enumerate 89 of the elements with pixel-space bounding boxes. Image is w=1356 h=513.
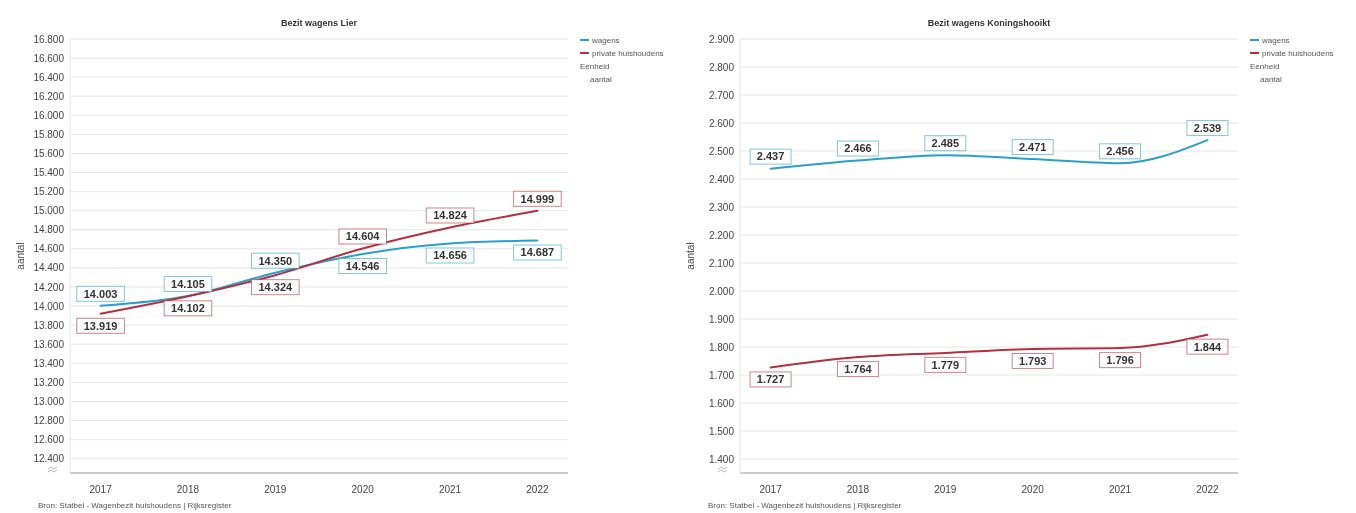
y-tick-label: 2.800 [708,61,735,73]
y-tick-label: 2.200 [708,229,735,241]
x-tick-label: 2020 [1021,484,1045,495]
y-tick-label: 16.200 [33,90,65,102]
data-label: 14.999 [520,192,555,205]
data-label: 1.779 [931,358,960,371]
data-label: 2.539 [1193,121,1222,134]
y-tick-label: 15.400 [33,167,65,179]
legend-label: wagens [1261,35,1290,45]
legend-label: private huishoudens [1262,48,1334,58]
text: Bron: Statbel - Wagenbezit huishoudens | Rijksregister [708,501,902,510]
y-tick-label: 14.600 [33,243,65,255]
data-label: 14.105 [171,277,205,290]
text: aantal [1260,74,1283,84]
data-label: 2.466 [844,142,872,155]
data-label: 14.656 [433,249,467,262]
y-tick-label: 2.400 [708,173,735,185]
x-tick-label: 2021 [1108,484,1132,495]
data-label: 1.764 [844,362,873,375]
y-tick-label: 1.500 [708,425,735,437]
y-tick-label: 2.900 [708,33,735,45]
data-label: 1.727 [756,373,785,386]
y-tick-label: 1.600 [708,397,735,409]
data-label: 2.437 [756,150,785,163]
chart-title: Bezit wagens Koningshooikt [927,18,1051,28]
y-tick-label: 13.000 [33,395,65,407]
data-label: 14.546 [345,259,380,272]
y-tick-label: 2.700 [708,89,735,101]
x-tick-label: 2018 [176,484,200,495]
legend-label: wagens [591,35,620,45]
y-tick-label: 14.800 [33,224,65,236]
chart-title: Bezit wagens Lier [280,18,358,28]
y-tick-label: 13.800 [33,319,65,331]
y-tick-label: 2.000 [708,285,735,297]
y-tick-label: 12.800 [33,415,65,427]
y-tick-label: 16.600 [33,52,65,64]
y-tick-label: 1.400 [708,453,735,465]
y-tick-label: 13.600 [33,338,65,350]
y-tick-label: 14.000 [33,300,65,312]
x-tick-label: 2020 [351,484,375,495]
y-tick-label: 16.000 [33,109,65,121]
y-tick-label: 15.800 [33,128,65,140]
data-label: 14.102 [171,302,205,315]
x-tick-label: 2021 [438,484,462,495]
text: aantal [590,74,613,84]
y-tick-label: 13.200 [33,376,65,388]
x-tick-label: 2017 [759,484,783,495]
y-axis-title: aantal [15,242,26,270]
x-tick-label: 2022 [1196,484,1219,495]
data-label: 14.003 [83,287,118,300]
data-label: 14.824 [433,209,468,222]
y-tick-label: 16.400 [33,71,65,83]
y-tick-label: 14.200 [33,281,65,293]
y-tick-label: 13.400 [33,357,65,369]
data-label: 14.350 [258,254,293,267]
text: Bron: Statbel - Wagenbezit huishoudens | Rijksregister [38,501,232,510]
y-tick-label: 12.600 [33,434,65,446]
data-label: 13.919 [83,319,118,332]
y-tick-label: 2.300 [708,201,735,213]
x-tick-label: 2018 [846,484,870,495]
y-tick-label: 16.800 [33,33,65,45]
y-tick-label: 12.400 [33,453,65,465]
text: Eenheid [580,61,610,71]
y-tick-label: 15.600 [33,147,65,159]
legend-label: private huishoudens [592,48,664,58]
data-label: 14.687 [520,246,555,259]
data-label: 2.471 [1018,140,1047,153]
y-tick-label: 2.600 [708,117,735,129]
x-tick-label: 2022 [526,484,549,495]
y-tick-label: 1.900 [708,313,735,325]
y-tick-label: 1.800 [708,341,735,353]
y-tick-label: 14.400 [33,262,65,274]
x-tick-label: 2017 [89,484,113,495]
y-axis-title: aantal [685,242,696,270]
data-label: 2.485 [931,137,960,150]
x-tick-label: 2019 [264,484,287,495]
data-label: 1.796 [1106,353,1134,366]
y-tick-label: 15.200 [33,186,65,198]
y-tick-label: 2.100 [708,257,735,269]
data-label: 1.844 [1193,340,1223,353]
text: Eenheid [1250,61,1280,71]
data-label: 14.324 [258,281,294,294]
x-tick-label: 2019 [934,484,957,495]
y-tick-label: 2.500 [708,145,735,157]
data-label: 14.604 [345,230,381,243]
data-label: 2.456 [1106,145,1134,158]
y-tick-label: 15.000 [33,205,65,217]
data-label: 1.793 [1018,354,1047,367]
y-tick-label: 1.700 [708,369,735,381]
